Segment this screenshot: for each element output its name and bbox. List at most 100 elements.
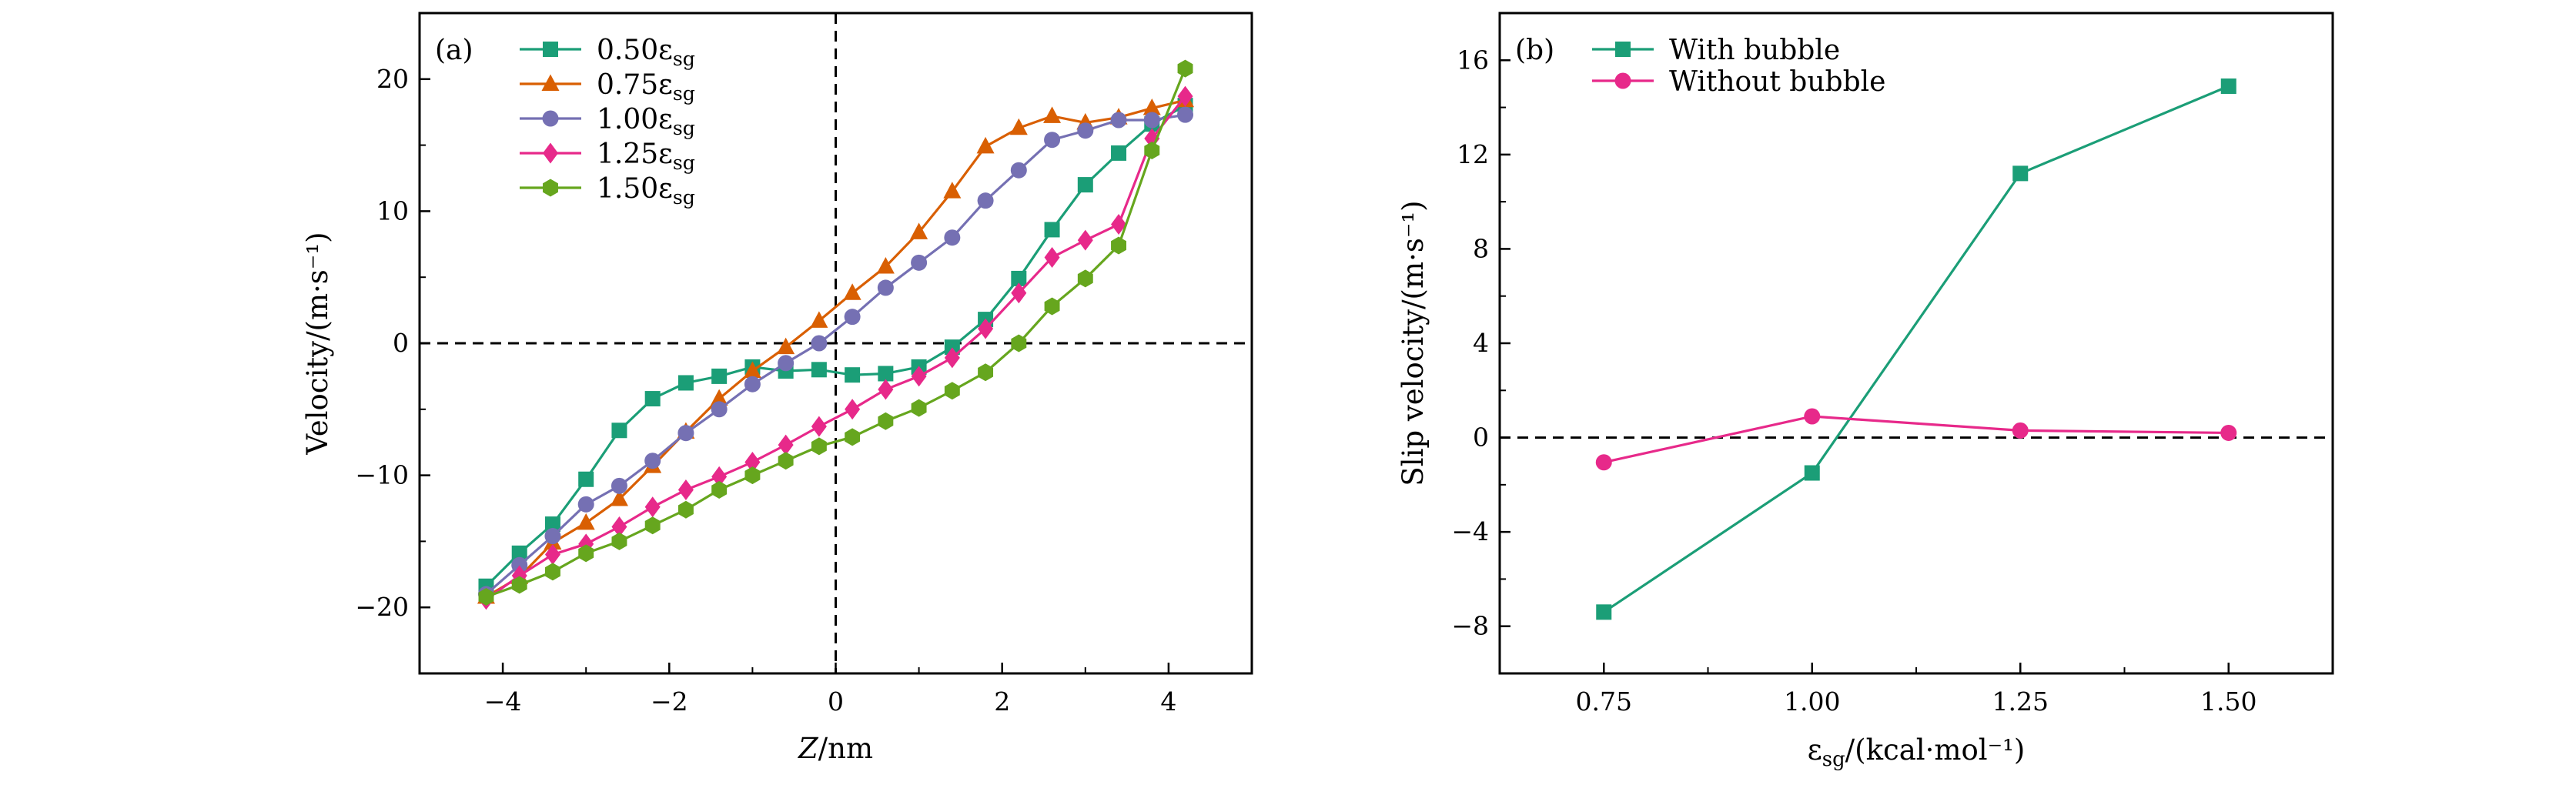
- text-part: 0.50ε: [597, 35, 673, 66]
- legend-entry: 0.75εsg: [520, 69, 695, 105]
- text-part: 0.75ε: [597, 69, 673, 101]
- series-line: [1603, 415, 2229, 464]
- marker-triangle: [976, 136, 995, 154]
- marker-hexagon: [545, 563, 560, 581]
- panel-label: (a): [435, 35, 473, 66]
- plot-frame: [1498, 12, 2334, 675]
- y-axis-label: Slip velocity/(m·s⁻¹): [1397, 200, 1430, 486]
- y-tick-label: 20: [376, 64, 409, 94]
- marker-triangle: [1142, 99, 1161, 115]
- x-tick-label: 0.75: [1576, 686, 1632, 717]
- marker-circle: [711, 401, 728, 418]
- legend-label: 1.50εsg: [597, 173, 695, 209]
- x-tick-label: 2: [994, 686, 1010, 717]
- marker-triangle: [910, 222, 928, 239]
- marker-square: [543, 42, 558, 57]
- marker-hexagon: [611, 532, 627, 550]
- y-tick-label: −4: [1451, 516, 1489, 546]
- series-2: [477, 106, 1194, 603]
- legend-entry: 1.50εsg: [520, 173, 695, 209]
- marker-square: [1804, 465, 1820, 481]
- marker-triangle: [943, 182, 962, 199]
- marker-square: [1044, 222, 1060, 238]
- marker-circle: [1110, 112, 1127, 129]
- subscript: sg: [673, 82, 695, 105]
- marker-square: [544, 516, 560, 533]
- marker-triangle: [1009, 118, 1028, 135]
- legend-label: 0.75εsg: [597, 69, 695, 105]
- panel-label: (b): [1515, 35, 1554, 66]
- y-tick-label: 16: [1457, 45, 1489, 75]
- legend-entry: With bubble: [1592, 35, 1840, 66]
- marker-square: [878, 366, 894, 382]
- marker-hexagon: [744, 466, 761, 485]
- marker-square: [611, 423, 627, 439]
- y-tick-label: 4: [1473, 328, 1489, 358]
- marker-hexagon: [677, 500, 694, 519]
- subscript: sg: [673, 186, 695, 209]
- series-1: [1595, 408, 2237, 471]
- marker-square: [511, 545, 527, 561]
- marker-diamond: [944, 347, 960, 369]
- marker-square: [944, 339, 960, 356]
- marker-triangle: [541, 74, 560, 91]
- marker-triangle: [843, 283, 861, 300]
- marker-diamond: [1177, 85, 1193, 107]
- marker-triangle: [577, 513, 595, 530]
- marker-circle: [1614, 72, 1631, 89]
- marker-diamond: [711, 466, 728, 487]
- marker-circle: [1177, 106, 1194, 123]
- marker-triangle: [876, 256, 895, 274]
- legend-entry: 1.25εsg: [520, 139, 695, 174]
- text-part: 1.50ε: [597, 173, 673, 205]
- marker-square: [1077, 177, 1093, 193]
- marker-square: [845, 367, 861, 383]
- marker-hexagon: [944, 382, 960, 400]
- text-part: 1.00ε: [597, 104, 673, 135]
- marker-diamond: [611, 516, 627, 538]
- marker-square: [811, 362, 827, 378]
- marker-circle: [977, 192, 994, 209]
- series-line: [485, 95, 1186, 601]
- plot-frame: [418, 12, 1253, 675]
- text-part: /(kcal·mol⁻¹): [1845, 733, 2026, 767]
- marker-hexagon: [478, 587, 494, 606]
- x-axis-label-italic: Z: [798, 732, 819, 765]
- legend-label: Without bubble: [1669, 66, 1885, 98]
- x-axis-label: Z/nm: [798, 732, 873, 765]
- panel-b-slip-velocity: 0.75 1.00 1.25 1.50 −8 −4 0 4 8 12 16 (b) With bubbl…: [1397, 12, 2334, 771]
- y-tick-label: 0: [393, 328, 409, 358]
- marker-hexagon: [911, 399, 927, 417]
- y-axis-label: Velocity/(m·s⁻¹): [301, 232, 334, 455]
- marker-circle: [1010, 162, 1027, 179]
- x-tick-label: 1.00: [1784, 686, 1840, 717]
- x-axis-label: εsg/(kcal·mol⁻¹): [1808, 733, 2026, 771]
- y-tick-label: −10: [355, 460, 409, 490]
- marker-hexagon: [878, 412, 894, 430]
- marker-triangle: [810, 311, 828, 328]
- marker-square: [1596, 604, 1612, 620]
- subscript: sg: [1822, 748, 1845, 771]
- legend-label: 1.00εsg: [597, 104, 695, 139]
- marker-triangle: [1043, 106, 1062, 123]
- marker-hexagon: [845, 428, 861, 446]
- marker-circle: [778, 355, 795, 372]
- marker-hexagon: [1044, 297, 1060, 316]
- subscript: sg: [673, 152, 695, 174]
- series-line: [485, 104, 1186, 587]
- series-4: [478, 59, 1193, 606]
- x-tick-label: −4: [484, 686, 522, 717]
- marker-circle: [544, 528, 561, 545]
- marker-diamond: [1111, 214, 1127, 235]
- legend-entry: 0.50εsg: [520, 35, 695, 70]
- marker-square: [1011, 270, 1027, 286]
- series-line: [485, 113, 1186, 596]
- marker-square: [1111, 145, 1127, 161]
- marker-square: [711, 368, 728, 384]
- marker-hexagon: [1011, 334, 1027, 352]
- marker-circle: [1044, 132, 1061, 149]
